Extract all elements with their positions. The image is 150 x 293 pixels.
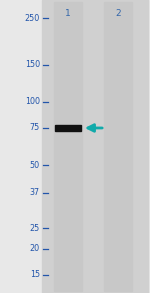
Text: 250: 250: [25, 13, 40, 23]
Text: 50: 50: [30, 161, 40, 170]
Bar: [104, 2, 132, 291]
Bar: [54, 2, 82, 291]
Text: 150: 150: [25, 60, 40, 69]
Text: 37: 37: [30, 188, 40, 197]
Text: 75: 75: [30, 123, 40, 132]
Text: 100: 100: [25, 97, 40, 106]
Text: 25: 25: [30, 224, 40, 233]
Bar: [42, 0, 148, 293]
Bar: [55, 125, 81, 131]
Text: 20: 20: [30, 244, 40, 253]
Text: 2: 2: [115, 9, 121, 18]
Text: 15: 15: [30, 270, 40, 280]
Text: 1: 1: [65, 9, 71, 18]
